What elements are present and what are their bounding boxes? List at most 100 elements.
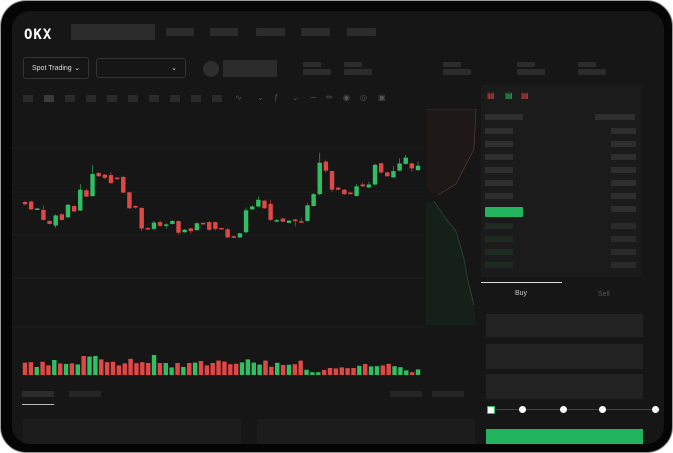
candle bbox=[108, 171, 114, 185]
buy-tab-indicator bbox=[481, 282, 562, 283]
candle bbox=[391, 166, 396, 178]
pair-selector-dropdown[interactable]: ⌄ bbox=[96, 58, 186, 78]
slider-step-25[interactable] bbox=[519, 406, 526, 413]
fullscreen-icon[interactable]: ▣ bbox=[378, 93, 386, 102]
stat-label bbox=[517, 62, 535, 67]
candle bbox=[71, 205, 77, 213]
timeframe-button[interactable] bbox=[191, 95, 201, 102]
stat-value bbox=[303, 69, 331, 75]
slider-track[interactable] bbox=[490, 409, 660, 410]
slider-step-50[interactable] bbox=[560, 406, 567, 413]
volume-bar bbox=[275, 362, 280, 375]
volume-bar bbox=[57, 363, 63, 375]
positions-tab[interactable] bbox=[22, 391, 54, 397]
bottom-panel-right bbox=[257, 419, 475, 444]
bid-amount bbox=[611, 262, 636, 268]
timeframe-button[interactable] bbox=[44, 95, 54, 102]
orderbook-asks-icon[interactable]: ▤ bbox=[521, 91, 529, 100]
candle-body bbox=[231, 236, 236, 238]
line-icon[interactable]: ∼ bbox=[310, 93, 317, 102]
candle-body bbox=[35, 208, 40, 210]
candle bbox=[292, 218, 298, 227]
candle bbox=[299, 217, 304, 223]
last-price-badge bbox=[485, 207, 523, 217]
total-input[interactable] bbox=[486, 374, 643, 399]
chevron-down-icon[interactable]: ⌄ bbox=[257, 93, 264, 102]
timeframe-button[interactable] bbox=[23, 95, 33, 102]
volume-bar bbox=[286, 364, 292, 375]
nav-item[interactable] bbox=[166, 28, 194, 36]
candle-body bbox=[170, 221, 175, 224]
candle bbox=[28, 200, 34, 210]
candle bbox=[268, 199, 273, 222]
timeframe-button[interactable] bbox=[170, 95, 180, 102]
filter-placeholder[interactable] bbox=[390, 391, 422, 397]
candle bbox=[139, 207, 144, 232]
candle-body bbox=[127, 192, 132, 209]
slider-step-75[interactable] bbox=[599, 406, 606, 413]
volume-bar bbox=[392, 366, 397, 375]
candle-body bbox=[311, 194, 316, 207]
candle bbox=[59, 213, 65, 221]
indicator-icon[interactable]: ∿ bbox=[235, 93, 242, 102]
slider-handle[interactable] bbox=[487, 406, 495, 414]
timeframe-button[interactable] bbox=[212, 95, 222, 102]
candle-body bbox=[372, 164, 378, 185]
candle bbox=[305, 203, 310, 222]
timeframe-button[interactable] bbox=[128, 95, 138, 102]
orderbook-bids-icon[interactable]: ▤ bbox=[505, 91, 513, 100]
bid-price bbox=[485, 236, 513, 242]
nav-item[interactable] bbox=[256, 28, 285, 36]
okx-logo[interactable]: OKX bbox=[24, 27, 53, 43]
stat-label bbox=[303, 62, 321, 67]
buy-tab[interactable]: Buy bbox=[515, 290, 528, 297]
candle bbox=[280, 218, 286, 223]
volume-bar bbox=[34, 367, 39, 375]
timeframe-button[interactable] bbox=[65, 95, 75, 102]
amount-input[interactable] bbox=[486, 344, 643, 369]
volume-bar bbox=[69, 363, 75, 375]
volume-bar bbox=[140, 362, 145, 375]
bottom-panel-left bbox=[23, 419, 241, 444]
candle-body bbox=[157, 222, 163, 226]
sell-tab[interactable]: Sell bbox=[598, 291, 610, 298]
candle bbox=[317, 152, 322, 196]
timeframe-button[interactable] bbox=[149, 95, 159, 102]
volume-bar bbox=[75, 364, 80, 375]
candle bbox=[133, 205, 138, 209]
candle-body bbox=[286, 220, 292, 223]
bid-price bbox=[485, 262, 513, 268]
fx-icon[interactable]: ƒ bbox=[274, 93, 279, 102]
candle-body bbox=[65, 204, 71, 218]
pencil-icon[interactable]: ✏ bbox=[326, 93, 333, 102]
volume-bar bbox=[46, 365, 51, 375]
account-placeholder[interactable] bbox=[71, 24, 155, 40]
slider-step-100[interactable] bbox=[652, 406, 659, 413]
nav-item[interactable] bbox=[210, 28, 238, 36]
camera-icon[interactable]: ◉ bbox=[343, 93, 350, 102]
timeframe-button[interactable] bbox=[107, 95, 117, 102]
nav-item[interactable] bbox=[347, 28, 376, 36]
filter-placeholder[interactable] bbox=[432, 391, 464, 397]
volume-bar bbox=[28, 362, 34, 375]
volume-bar bbox=[404, 370, 409, 375]
target-icon[interactable]: ◎ bbox=[360, 93, 367, 102]
candlestick-chart[interactable] bbox=[12, 111, 482, 376]
timeframe-button[interactable] bbox=[86, 95, 96, 102]
spot-trading-dropdown[interactable]: Spot Trading ⌄ bbox=[23, 57, 89, 79]
candle-body bbox=[262, 200, 267, 209]
candle bbox=[397, 158, 402, 172]
candle bbox=[47, 219, 52, 225]
candle bbox=[415, 161, 421, 171]
volume-bar bbox=[87, 356, 92, 375]
candle-body bbox=[329, 171, 335, 190]
candle-body bbox=[102, 174, 108, 178]
orders-tab[interactable] bbox=[69, 391, 101, 397]
price-input[interactable] bbox=[486, 314, 643, 337]
buy-button[interactable] bbox=[486, 429, 643, 444]
ask-amount bbox=[611, 154, 636, 160]
candle-body bbox=[317, 162, 322, 195]
orderbook-both-icon[interactable]: ▤ bbox=[487, 91, 495, 100]
chevron-down-icon[interactable]: ⌄ bbox=[292, 93, 299, 102]
nav-item[interactable] bbox=[301, 28, 330, 36]
